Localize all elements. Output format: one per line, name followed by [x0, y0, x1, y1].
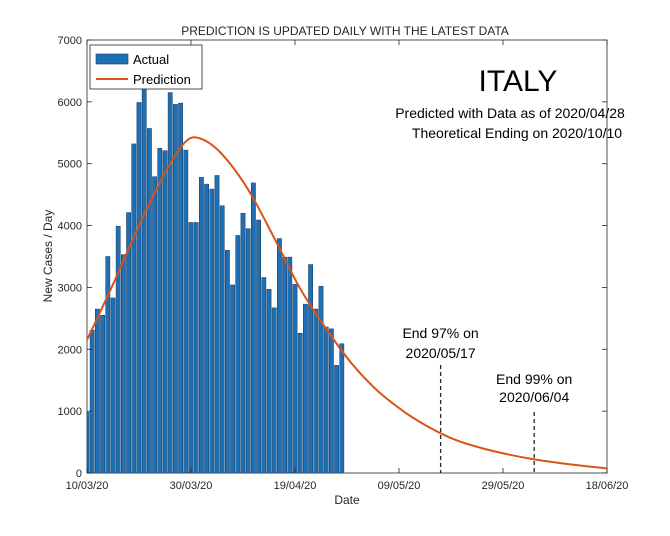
- legend-box: [89, 44, 203, 90]
- x-tick-label: 10/03/20: [66, 480, 109, 492]
- bar-actual: [162, 150, 168, 474]
- x-axis: 10/03/20 30/03/20 19/04/20 09/05/20 29/05/20…: [66, 40, 629, 492]
- chart-title: PREDICTION IS UPDATED DAILY WITH THE LAT…: [181, 24, 509, 38]
- bar-actual: [110, 297, 116, 474]
- end-marker-date: 2020/06/04: [499, 389, 569, 405]
- bar-actual: [245, 228, 251, 474]
- bar-actual: [308, 264, 313, 474]
- bar-actual: [339, 343, 345, 474]
- bar-actual: [167, 92, 173, 474]
- y-tick-label: 0: [76, 468, 82, 480]
- bar-actual: [141, 89, 147, 474]
- bar-actual: [121, 254, 126, 474]
- bar-actual: [261, 277, 267, 474]
- legend-swatch-actual: [95, 53, 129, 65]
- x-tick-label: 29/05/20: [482, 480, 525, 492]
- legend: Actual Prediction: [89, 44, 203, 90]
- bar-actual: [313, 308, 319, 474]
- y-axis: 0 1000 2000 3000 4000 5000 6000 7000: [58, 35, 607, 480]
- x-tick-label: 18/06/20: [586, 480, 629, 492]
- bar-actual: [297, 332, 303, 474]
- bar-actual: [230, 284, 235, 474]
- bar-actual: [173, 104, 178, 474]
- bar-actual: [204, 183, 209, 474]
- bar-actual: [282, 256, 287, 474]
- y-tick-label: 5000: [58, 159, 82, 171]
- bar-actual: [115, 225, 121, 474]
- bar-actual: [235, 235, 241, 474]
- bar-actual: [89, 329, 95, 474]
- bar-actual: [131, 143, 137, 474]
- bar-actual: [318, 285, 324, 474]
- y-tick-label: 2000: [58, 344, 82, 356]
- end-markers: End 97% on 2020/05/17 End 99% on 2020/06/04: [402, 325, 572, 473]
- data-as-of-annotation: Predicted with Data as of 2020/04/28: [395, 105, 625, 121]
- bar-actual: [251, 182, 256, 474]
- bar-actual: [323, 326, 329, 474]
- bar-actual: [214, 175, 220, 474]
- bar-actual: [287, 256, 293, 474]
- bar-actual: [147, 128, 152, 474]
- bar-actual: [277, 238, 282, 474]
- x-tick-label: 19/04/20: [274, 480, 317, 492]
- end-marker-date: 2020/05/17: [406, 345, 476, 361]
- bar-actual: [329, 328, 334, 474]
- bar-actual: [271, 307, 277, 474]
- end-marker-label: End 99% on: [496, 371, 572, 387]
- bar-actual: [266, 289, 272, 474]
- bar-actual: [178, 102, 183, 474]
- bar-actual: [86, 412, 90, 474]
- y-tick-label: 4000: [58, 221, 82, 233]
- bar-actual: [136, 102, 142, 474]
- x-tick-label: 30/03/20: [170, 480, 213, 492]
- bar-actual: [219, 205, 225, 474]
- bar-actual: [157, 148, 163, 474]
- bar-actual: [303, 303, 308, 474]
- bar-actual: [105, 256, 111, 474]
- bar-actual: [100, 315, 105, 474]
- bar-actual: [193, 222, 199, 474]
- y-axis-label: New Cases / Day: [41, 210, 55, 303]
- bar-actual: [95, 308, 100, 474]
- actual-bars: [86, 89, 345, 474]
- prediction-line: [86, 136, 608, 470]
- y-tick-label: 7000: [58, 35, 82, 47]
- bar-actual: [188, 222, 194, 474]
- bar-actual: [126, 212, 131, 474]
- bar-actual: [209, 188, 215, 474]
- bar-actual: [334, 365, 339, 474]
- x-tick-label: 09/05/20: [378, 480, 421, 492]
- legend-label-prediction: Prediction: [133, 72, 191, 87]
- end-marker-label: End 97% on: [402, 325, 478, 341]
- theoretical-ending-annotation: Theoretical Ending on 2020/10/10: [412, 125, 622, 141]
- y-tick-label: 3000: [58, 282, 82, 294]
- bar-actual: [183, 149, 189, 474]
- bar-actual: [240, 212, 246, 474]
- bar-actual: [256, 219, 261, 474]
- y-tick-label: 6000: [58, 97, 82, 109]
- bar-actual: [152, 176, 157, 474]
- bar-actual: [199, 177, 204, 474]
- legend-label-actual: Actual: [133, 52, 169, 67]
- x-axis-label: Date: [334, 493, 360, 507]
- prediction-series: [86, 136, 608, 470]
- y-tick-label: 1000: [58, 406, 82, 418]
- bar-actual: [292, 284, 298, 474]
- bar-actual: [225, 250, 230, 474]
- country-annotation: ITALY: [479, 65, 558, 98]
